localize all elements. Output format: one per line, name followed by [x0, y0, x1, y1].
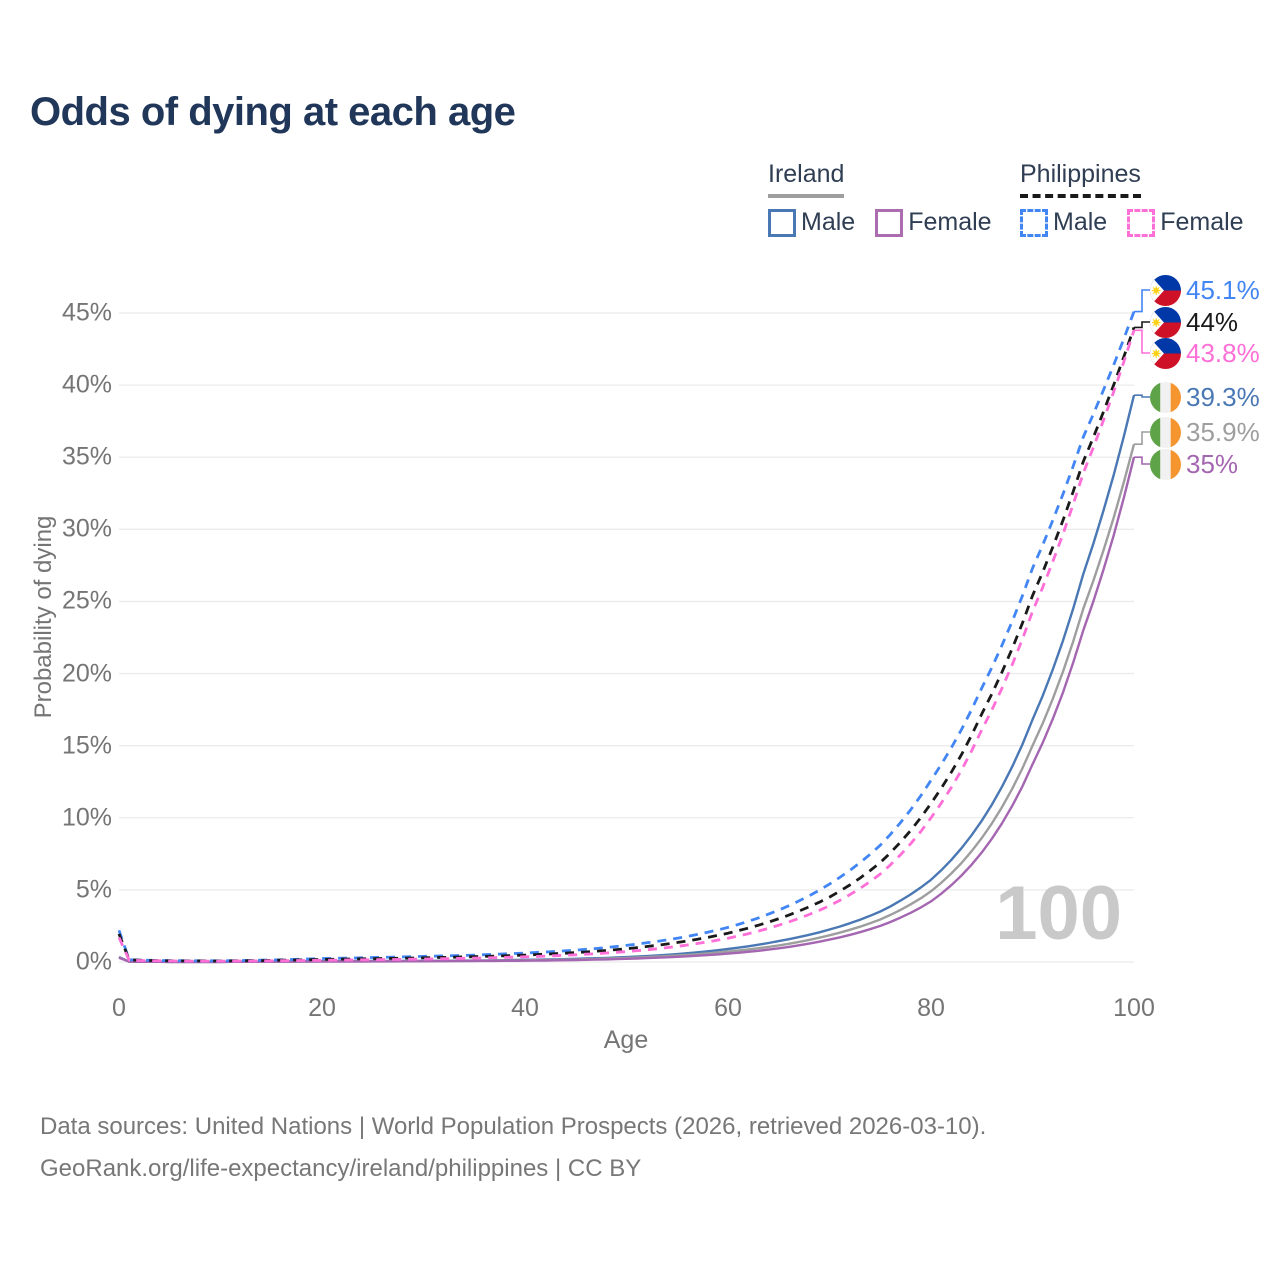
philippines-flag-icon: [1150, 337, 1181, 369]
series-line-philippines-both-sexes-: [117, 326, 1136, 963]
end-label-ireland-both-sexes-: 35.9%: [1150, 416, 1260, 448]
x-tick-0: 0: [112, 994, 126, 1022]
legend-item-philippines-male[interactable]: Male: [1020, 208, 1107, 237]
leader-line-5: [1134, 456, 1150, 465]
y-tick-5%: 5%: [75, 875, 112, 904]
end-label-philippines-male: 45.1%: [1150, 274, 1260, 306]
checkbox-philippines-male[interactable]: [1020, 208, 1048, 237]
end-label-ireland-female: 35%: [1150, 448, 1238, 480]
end-label-value: 43.8%: [1186, 337, 1260, 368]
y-tick-0%: 0%: [75, 947, 112, 976]
checkbox-ireland-male[interactable]: [768, 208, 796, 237]
checkbox-ireland-female[interactable]: [875, 208, 904, 237]
y-tick-25%: 25%: [61, 586, 112, 615]
legend-group-philippines: Philippines Male Female: [1020, 160, 1264, 237]
x-tick-20: 20: [308, 994, 336, 1022]
end-label-value: 35%: [1186, 448, 1239, 479]
legend-group-ireland: Ireland Male Female: [768, 160, 1012, 237]
legend-country-ireland[interactable]: Ireland: [768, 160, 845, 198]
leader-line-3: [1134, 394, 1150, 398]
legend-label-ireland-male: Male: [801, 208, 856, 236]
legend-label-philippines-male: Male: [1053, 208, 1108, 236]
end-label-ireland-male: 39.3%: [1150, 381, 1260, 413]
age-counter-watermark: 100: [995, 871, 1122, 956]
ireland-flag-icon: [1150, 448, 1181, 480]
end-label-value: 35.9%: [1186, 416, 1260, 447]
leader-line-4: [1134, 431, 1150, 446]
footer-data-sources: Data sources: United Nations | World Pop…: [40, 1113, 987, 1140]
legend-country-philippines[interactable]: Philippines: [1020, 160, 1141, 198]
y-tick-45%: 45%: [61, 298, 112, 327]
x-tick-40: 40: [511, 994, 539, 1022]
x-tick-60: 60: [714, 994, 742, 1022]
y-axis-title: Probability of dying: [30, 515, 57, 719]
legend-row-philippines: Male Female: [1020, 208, 1264, 237]
chart-title: Odds of dying at each age: [30, 90, 516, 134]
legend-item-philippines-female[interactable]: Female: [1127, 208, 1244, 237]
series-line-philippines-male: [117, 311, 1136, 963]
leader-line-1: [1134, 321, 1150, 329]
leader-line-2: [1134, 329, 1150, 354]
end-label-value: 45.1%: [1186, 274, 1260, 305]
footer-license-url: GeoRank.org/life-expectancy/ireland/phil…: [40, 1154, 642, 1182]
end-label-philippines-female: 43.8%: [1150, 337, 1260, 369]
end-label-value: 39.3%: [1186, 381, 1260, 412]
end-label-value: 44%: [1186, 306, 1239, 337]
legend-label-philippines-female: Female: [1160, 208, 1244, 236]
ireland-flag-icon: [1150, 381, 1181, 413]
legend-item-ireland-female[interactable]: Female: [875, 208, 992, 237]
series-line-philippines-female: [117, 329, 1136, 963]
footer-attribution: Data sources: United Nations | World Pop…: [40, 1106, 986, 1189]
leader-line-0: [1134, 289, 1150, 313]
philippines-flag-icon: [1150, 306, 1181, 338]
legend-row-ireland: Male Female: [768, 208, 1012, 237]
y-tick-10%: 10%: [61, 803, 112, 832]
checkbox-philippines-female[interactable]: [1127, 208, 1156, 237]
philippines-flag-icon: [1150, 274, 1181, 306]
y-tick-20%: 20%: [61, 659, 112, 688]
legend-item-ireland-male[interactable]: Male: [768, 208, 855, 237]
y-tick-35%: 35%: [61, 442, 112, 471]
x-tick-100: 100: [1113, 994, 1155, 1022]
end-label-philippines-both-sexes-: 44%: [1150, 306, 1238, 338]
y-tick-30%: 30%: [61, 514, 112, 543]
x-tick-80: 80: [917, 994, 945, 1022]
x-axis-title: Age: [603, 1026, 649, 1054]
y-tick-15%: 15%: [61, 731, 112, 760]
ireland-flag-icon: [1150, 416, 1181, 448]
y-tick-40%: 40%: [61, 370, 112, 399]
legend-label-ireland-female: Female: [908, 208, 992, 236]
